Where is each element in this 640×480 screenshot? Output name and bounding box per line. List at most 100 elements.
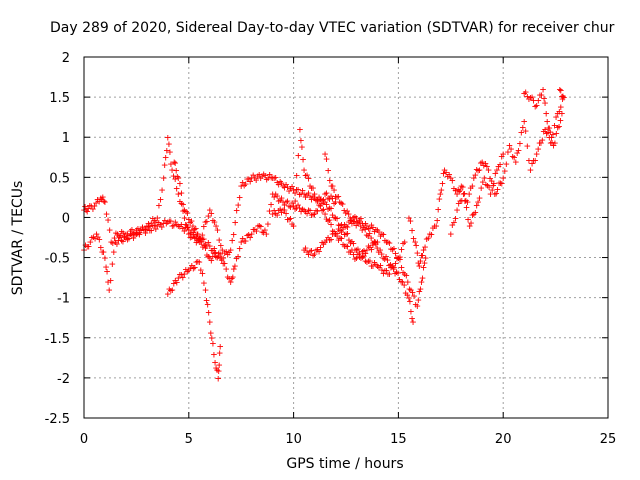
data-point-0: +: [266, 168, 273, 181]
data-point-0: +: [238, 179, 245, 192]
data-point-0: +: [129, 223, 136, 236]
data-point-0: +: [260, 168, 267, 181]
data-point-0: +: [124, 227, 131, 240]
data-point-5: +: [415, 294, 422, 307]
data-point-6: +: [380, 251, 387, 264]
data-point-1: +: [219, 244, 226, 257]
data-point-6: +: [332, 190, 339, 203]
data-point-2: +: [190, 262, 197, 275]
data-point-7: +: [501, 165, 508, 178]
data-point-1: +: [103, 260, 110, 273]
data-point-4: +: [304, 168, 311, 181]
data-point-0: +: [374, 260, 381, 273]
y-tick-label: 0: [62, 211, 70, 226]
data-point-0: +: [283, 178, 290, 191]
data-point-3: +: [172, 157, 179, 170]
data-point-4: +: [301, 163, 308, 176]
data-point-7: +: [464, 195, 471, 208]
data-point-3: +: [233, 252, 240, 265]
data-point-3: +: [238, 236, 245, 249]
data-point-4: +: [272, 207, 279, 220]
data-point-0: +: [316, 191, 323, 204]
data-point-7: +: [521, 115, 528, 128]
data-point-6: +: [336, 195, 343, 208]
data-point-7: +: [493, 187, 500, 200]
data-point-0: +: [398, 243, 405, 256]
data-point-7: +: [440, 167, 447, 180]
data-point-7: +: [472, 169, 479, 182]
data-point-4: +: [370, 239, 377, 252]
data-point-6: +: [396, 273, 403, 286]
data-point-5: +: [368, 219, 375, 232]
data-point-0: +: [182, 221, 189, 234]
data-point-3: +: [194, 227, 201, 240]
data-point-2: +: [188, 259, 195, 272]
data-point-0: +: [236, 191, 243, 204]
data-point-9: +: [560, 90, 567, 103]
data-point-6: +: [328, 179, 335, 192]
data-point-0: +: [370, 260, 377, 273]
data-point-0: +: [178, 218, 185, 231]
data-point-6: +: [368, 232, 375, 245]
data-point-0: +: [94, 193, 101, 206]
data-point-9: +: [529, 91, 536, 104]
data-point-4: +: [347, 245, 354, 258]
data-point-3: +: [302, 205, 309, 218]
data-point-1: +: [196, 236, 203, 249]
data-point-5: +: [337, 224, 344, 237]
data-point-1: +: [177, 195, 184, 208]
data-point-0: +: [232, 216, 239, 229]
data-point-0: +: [99, 193, 106, 206]
data-point-2: +: [179, 271, 186, 284]
data-point-5: +: [411, 290, 418, 303]
data-point-4: +: [297, 123, 304, 136]
data-point-7: +: [529, 157, 536, 170]
data-point-2: +: [174, 276, 181, 289]
data-point-5: +: [305, 248, 312, 261]
data-point-8: +: [458, 194, 465, 207]
data-point-2: +: [169, 283, 176, 296]
data-point-4: +: [346, 246, 353, 259]
data-point-4: +: [299, 140, 306, 153]
data-point-1: +: [82, 239, 89, 252]
data-point-1: +: [184, 221, 191, 234]
data-point-3: +: [224, 270, 231, 283]
data-point-4: +: [349, 244, 356, 257]
data-point-5: +: [328, 233, 335, 246]
data-point-5: +: [373, 223, 380, 236]
data-point-4: +: [329, 225, 336, 238]
data-point-8: +: [483, 178, 490, 191]
data-point-6: +: [389, 260, 396, 273]
data-point-1: +: [126, 232, 133, 245]
data-point-5: +: [332, 227, 339, 240]
data-point-1: +: [180, 204, 187, 217]
data-point-4: +: [340, 238, 347, 251]
data-point-4: +: [305, 172, 312, 185]
data-point-3: +: [239, 232, 246, 245]
data-point-4: +: [283, 207, 290, 220]
data-point-6: +: [393, 265, 400, 278]
data-point-0: +: [302, 191, 309, 204]
data-point-8: +: [479, 176, 486, 189]
data-point-7: +: [435, 203, 442, 216]
data-point-8: +: [465, 213, 472, 226]
data-point-6: +: [322, 147, 329, 160]
data-point-7: +: [431, 220, 438, 233]
data-point-0: +: [221, 246, 228, 259]
data-point-0: +: [168, 215, 175, 228]
data-point-7: +: [418, 249, 425, 262]
data-point-3: +: [221, 257, 228, 270]
data-point-7: +: [463, 194, 470, 207]
data-point-1: +: [172, 173, 179, 186]
data-point-1: +: [191, 232, 198, 245]
data-point-1: +: [107, 274, 114, 287]
data-point-3: +: [284, 195, 291, 208]
data-point-5: +: [355, 215, 362, 228]
data-point-3: +: [314, 205, 321, 218]
data-point-0: +: [187, 226, 194, 239]
data-point-0: +: [101, 194, 108, 207]
data-point-5: +: [386, 236, 393, 249]
data-point-6: +: [323, 153, 330, 166]
data-point-7: +: [535, 142, 542, 155]
data-point-5: +: [408, 284, 415, 297]
